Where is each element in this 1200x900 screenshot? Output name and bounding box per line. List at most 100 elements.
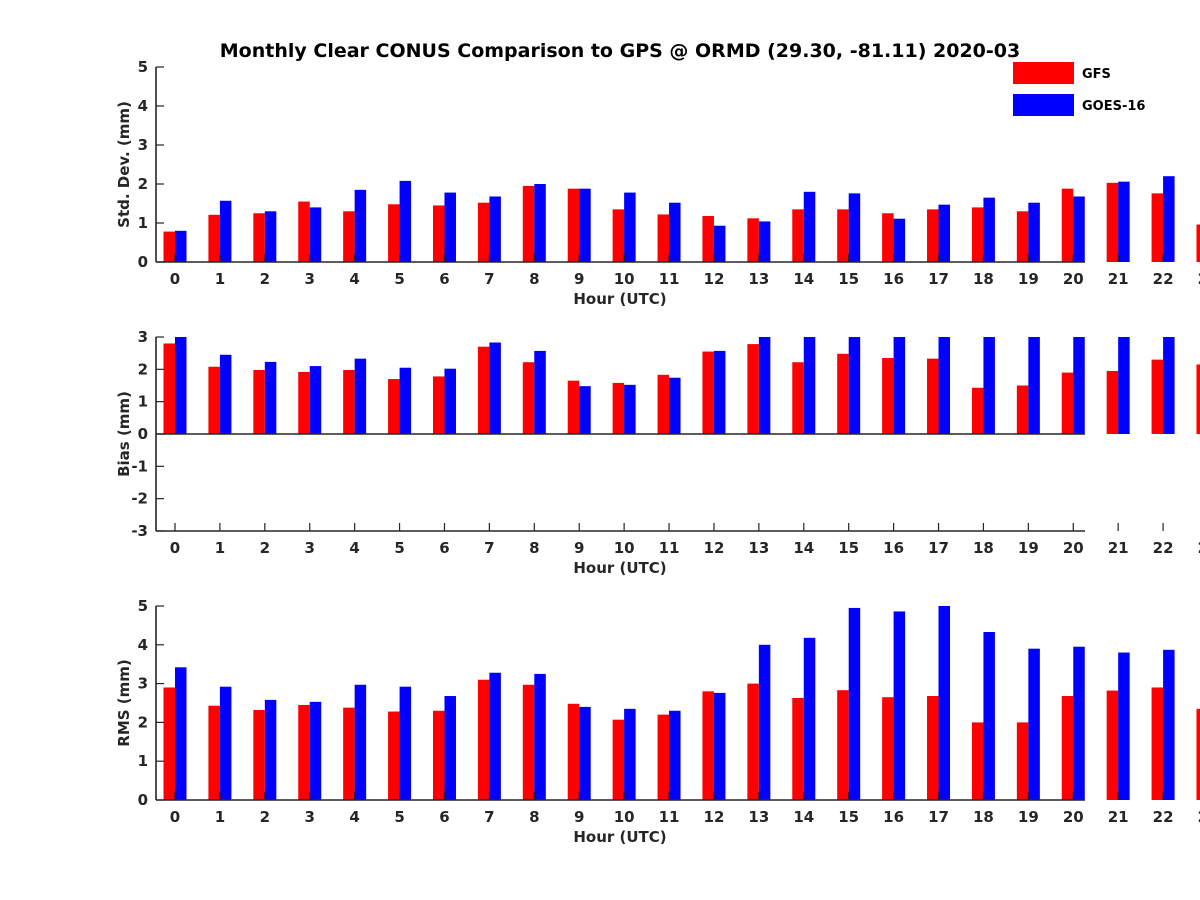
bar-goes16-hour-5 <box>399 180 412 262</box>
bar-gfs-hour-7 <box>477 202 490 262</box>
x-tick-label: 13 <box>748 270 769 288</box>
x-tick-label: 23 <box>1198 270 1200 288</box>
bar-gfs-hour-22 <box>1151 193 1164 262</box>
x-tick-label: 8 <box>529 539 539 557</box>
x-tick-label: 9 <box>574 270 584 288</box>
bar-goes16-hour-10 <box>624 192 636 262</box>
bar-gfs-hour-0 <box>163 231 175 262</box>
bar-gfs-hour-21 <box>1106 182 1119 262</box>
y-tick-label: 5 <box>138 58 148 76</box>
legend-label-goes16: GOES-16 <box>1082 99 1145 114</box>
x-tick-label: 7 <box>484 539 494 557</box>
bar-gfs-hour-10 <box>612 209 625 262</box>
bar-gfs-hour-12 <box>702 215 714 262</box>
bar-gfs-hour-18 <box>971 207 984 262</box>
x-tick-label: 22 <box>1153 808 1174 826</box>
x-tick-label: 12 <box>704 539 725 557</box>
x-tick-label: 5 <box>394 808 404 826</box>
bar-gfs-hour-0 <box>163 687 175 800</box>
bar-goes16-hour-3 <box>309 701 322 800</box>
bar-gfs-hour-5 <box>388 204 400 262</box>
x-tick-label: 17 <box>928 539 949 557</box>
bar-goes16-hour-6 <box>444 696 456 800</box>
x-tick-label: 20 <box>1063 539 1084 557</box>
x-tick-label: 4 <box>349 539 359 557</box>
y-tick-label: 2 <box>138 360 148 378</box>
x-tick-label: 14 <box>793 539 814 557</box>
bar-gfs-hour-8 <box>522 362 535 434</box>
bar-gfs-hour-8 <box>522 684 535 800</box>
bar-gfs-hour-22 <box>1151 687 1164 800</box>
bar-goes16-hour-14 <box>803 191 816 262</box>
legend-swatch-goes16 <box>1013 94 1074 116</box>
bar-goes16-hour-1 <box>219 354 232 434</box>
y-tick-label: 4 <box>138 97 148 115</box>
bar-goes16-hour-12 <box>713 350 726 434</box>
x-tick-label: 21 <box>1108 270 1129 288</box>
y-axis-label: RMS (mm) <box>115 659 133 746</box>
x-tick-label: 11 <box>659 270 680 288</box>
x-tick-label: 17 <box>928 808 949 826</box>
bar-gfs-hour-23 <box>1196 708 1200 800</box>
x-tick-label: 23 <box>1198 808 1200 826</box>
x-tick-label: 6 <box>439 270 449 288</box>
bar-goes16-hour-0 <box>175 667 187 800</box>
bar-goes16-hour-9 <box>579 386 591 434</box>
y-axis-label: Std. Dev. (mm) <box>115 101 133 228</box>
y-tick-label: -1 <box>131 457 148 475</box>
bar-gfs-hour-17 <box>927 209 939 262</box>
bar-goes16-hour-7 <box>489 672 501 800</box>
x-tick-label: 1 <box>215 539 225 557</box>
bar-gfs-hour-19 <box>1016 385 1029 434</box>
bar-gfs-hour-1 <box>208 705 220 800</box>
x-tick-label: 19 <box>1018 808 1039 826</box>
bar-goes16-hour-14 <box>803 637 816 800</box>
bar-goes16-hour-0 <box>175 230 187 262</box>
bar-gfs-hour-17 <box>927 358 939 434</box>
bar-goes16-hour-19 <box>1028 202 1040 262</box>
x-axis-label: Hour (UTC) <box>573 559 666 577</box>
bar-goes16-hour-6 <box>444 368 456 434</box>
bar-gfs-hour-7 <box>477 346 490 434</box>
x-tick-label: 8 <box>529 808 539 826</box>
bar-gfs-hour-7 <box>477 679 490 800</box>
bar-gfs-hour-11 <box>657 714 670 800</box>
x-tick-label: 6 <box>439 539 449 557</box>
bar-gfs-hour-6 <box>432 710 445 800</box>
bar-goes16-hour-9 <box>579 188 591 262</box>
x-tick-label: 18 <box>973 270 994 288</box>
bar-gfs-hour-18 <box>971 387 984 434</box>
x-tick-label: 21 <box>1108 539 1129 557</box>
bar-goes16-hour-18 <box>983 197 995 262</box>
x-tick-label: 8 <box>529 270 539 288</box>
bar-goes16-hour-6 <box>444 192 456 262</box>
bar-goes16-hour-16 <box>893 611 906 800</box>
bar-gfs-hour-2 <box>253 709 265 800</box>
x-tick-label: 3 <box>305 270 315 288</box>
bar-gfs-hour-6 <box>432 205 445 262</box>
bar-goes16-hour-16 <box>893 218 906 262</box>
x-tick-label: 1 <box>215 808 225 826</box>
y-axis-label: Bias (mm) <box>115 391 133 477</box>
bar-goes16-hour-12 <box>713 225 726 262</box>
bar-goes16-hour-9 <box>579 706 591 800</box>
x-tick-label: 16 <box>883 808 904 826</box>
y-tick-label: 3 <box>138 328 148 346</box>
bar-gfs-hour-15 <box>837 353 849 434</box>
bar-goes16-hour-8 <box>534 350 546 434</box>
bar-goes16-hour-5 <box>399 367 412 434</box>
bar-goes16-hour-22 <box>1163 649 1175 800</box>
x-tick-label: 21 <box>1108 808 1129 826</box>
bar-gfs-hour-0 <box>163 343 175 434</box>
x-tick-label: 22 <box>1153 270 1174 288</box>
x-tick-label: 16 <box>883 270 904 288</box>
x-tick-label: 13 <box>748 808 769 826</box>
x-tick-label: 12 <box>704 808 725 826</box>
bar-gfs-hour-15 <box>837 690 849 800</box>
bar-goes16-hour-11 <box>669 710 681 800</box>
bar-gfs-hour-4 <box>343 707 355 800</box>
bar-gfs-hour-17 <box>927 696 939 800</box>
bar-gfs-hour-9 <box>567 188 580 262</box>
y-tick-label: 0 <box>138 425 148 443</box>
bar-gfs-hour-14 <box>792 362 804 434</box>
